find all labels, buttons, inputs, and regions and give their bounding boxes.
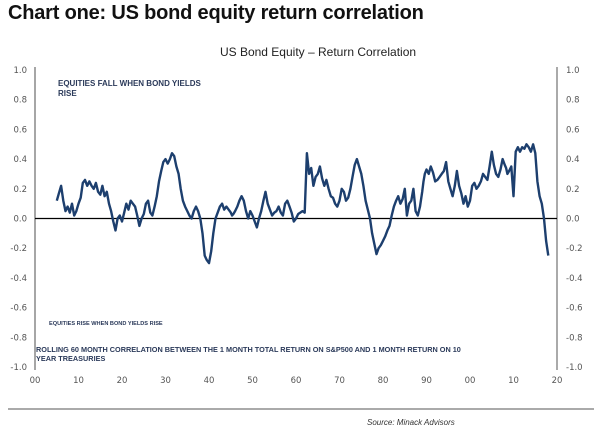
x-tick-label: 40 — [204, 376, 215, 386]
x-tick-label: 10 — [508, 376, 519, 386]
chart-title: US Bond Equity – Return Correlation — [220, 45, 416, 59]
y-tick-label-left: 1.0 — [13, 66, 27, 76]
footnote-line1: ROLLING 60 MONTH CORRELATION BETWEEN THE… — [36, 345, 461, 354]
y-tick-label-right: 1.0 — [566, 66, 580, 76]
annotation-bottom: EQUITIES RISE WHEN BOND YIELDS RISE — [49, 321, 163, 327]
y-tick-label-right: -0.6 — [566, 304, 583, 314]
y-tick-label-left: -0.2 — [10, 244, 27, 254]
series-line-correlation — [55, 143, 550, 265]
x-tick-label: 30 — [160, 376, 171, 386]
y-tick-label-left: 0.4 — [13, 155, 27, 165]
y-tick-label-right: 0.4 — [566, 155, 580, 165]
page-heading: Chart one: US bond equity return correla… — [8, 2, 424, 24]
x-tick-label: 70 — [334, 376, 345, 386]
y-tick-label-right: 0.2 — [566, 185, 580, 195]
y-tick-label-left: -0.6 — [10, 304, 27, 314]
x-tick-label: 80 — [378, 376, 389, 386]
y-tick-label-right: 0.6 — [566, 125, 580, 135]
x-tick-label: 20 — [552, 376, 563, 386]
y-tick-label-left: 0.2 — [13, 185, 27, 195]
x-tick-label: 00 — [30, 376, 41, 386]
y-tick-label-right: -0.2 — [566, 244, 583, 254]
source-label: Source: Minack Advisors — [367, 418, 455, 427]
y-tick-label-right: -0.8 — [566, 333, 583, 343]
y-tick-label-right: -0.4 — [566, 274, 583, 284]
annotation-top-line1: EQUITIES FALL WHEN BOND YIELDS — [58, 79, 201, 88]
y-tick-label-right: 0.0 — [566, 215, 580, 225]
y-tick-label-left: 0.8 — [13, 96, 27, 106]
x-tick-label: 00 — [465, 376, 476, 386]
x-tick-label: 90 — [421, 376, 432, 386]
y-tick-label-left: 0.0 — [13, 215, 27, 225]
y-tick-label-left: 0.6 — [13, 125, 27, 135]
y-tick-label-left: -0.4 — [10, 274, 27, 284]
x-tick-label: 10 — [73, 376, 84, 386]
x-tick-label: 20 — [117, 376, 128, 386]
y-tick-label-left: -0.8 — [10, 333, 27, 343]
x-tick-label: 60 — [291, 376, 302, 386]
y-axis-right: 1.0 0.8 0.6 0.4 0.2 0.0 -0.2 -0.4 -0.6 -0.8 -1.0 — [566, 66, 583, 373]
y-tick-label-right: -1.0 — [566, 363, 583, 373]
y-tick-label-left: -1.0 — [10, 363, 27, 373]
x-axis: 00 10 20 30 40 50 60 70 80 90 00 10 20 — [30, 376, 563, 386]
annotation-top-line2: RISE — [58, 89, 77, 98]
y-tick-label-right: 0.8 — [566, 96, 580, 106]
x-tick-label: 50 — [247, 376, 258, 386]
footnote-line2: YEAR TREASURIES — [36, 354, 105, 363]
y-axis-left: 1.0 0.8 0.6 0.4 0.2 0.0 -0.2 -0.4 -0.6 -0.8 -1.0 — [10, 66, 27, 373]
